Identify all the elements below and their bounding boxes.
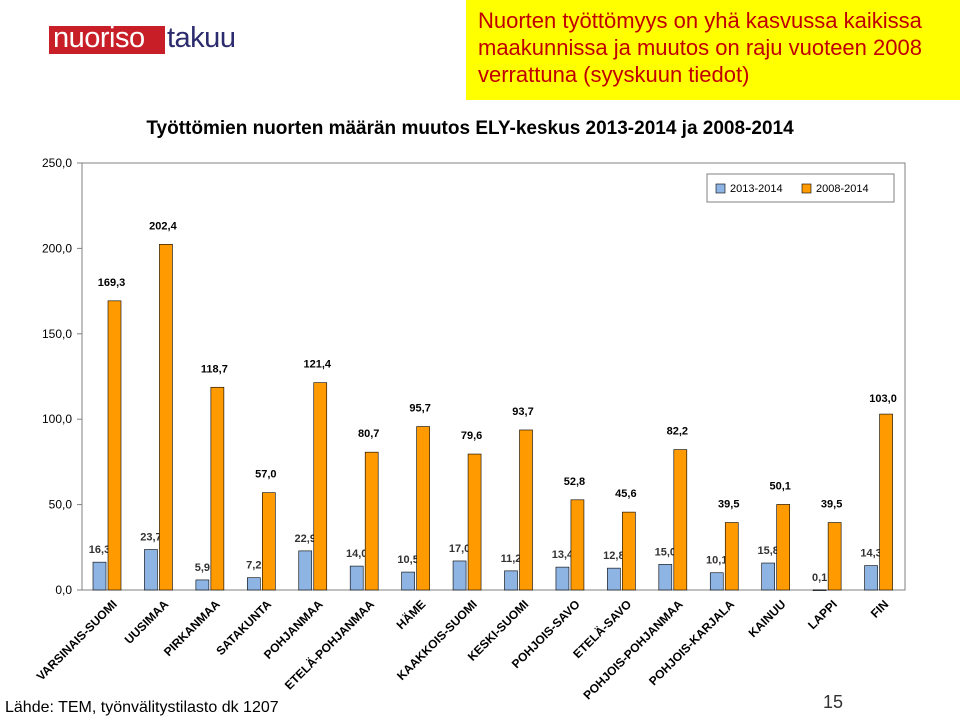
logo-text-takuu: takuu — [167, 22, 236, 54]
bar-2008-2014 — [570, 499, 585, 591]
data-label-2008-2014: 95,7 — [409, 403, 430, 415]
category-label: HÄME — [393, 597, 429, 633]
data-label-2013-2014: 14,0 — [346, 548, 367, 560]
data-label-2013-2014: 12,8 — [603, 550, 624, 562]
bar-2013-2014 — [658, 564, 673, 591]
logo-red-box — [49, 26, 165, 54]
category-label: POHJOIS-POHJANMAA — [581, 597, 686, 702]
bar-2008-2014 — [467, 453, 482, 591]
data-label-2008-2014: 169,3 — [98, 277, 126, 289]
bar-2013-2014 — [504, 570, 518, 591]
chart-title: Työttömien nuorten määrän muutos ELY-kes… — [146, 118, 794, 139]
bar-2013-2014 — [452, 560, 467, 591]
headline-box: Nuorten työttömyys on yhä kasvussa kaiki… — [466, 0, 960, 100]
data-label-2008-2014: 39,5 — [821, 499, 842, 511]
data-label-2008-2014: 52,8 — [564, 476, 585, 488]
bar-2013-2014 — [195, 579, 210, 591]
bar-2013-2014 — [144, 549, 158, 591]
data-label-2008-2014: 93,7 — [512, 406, 533, 418]
bar-2013-2014 — [761, 562, 775, 591]
bar-2008-2014 — [776, 504, 790, 591]
data-label-2008-2014: 39,5 — [718, 499, 739, 511]
data-label-2008-2014: 82,2 — [667, 426, 688, 438]
data-label-2008-2014: 80,7 — [358, 428, 379, 440]
bar-2008-2014 — [879, 413, 893, 591]
data-label-2013-2014: 15,8 — [757, 545, 778, 557]
nuorisotakuu-logo: nuoriso takuu — [49, 22, 249, 62]
bar-2008-2014 — [827, 522, 842, 591]
data-label-2013-2014: 10,1 — [706, 555, 727, 567]
bar-2013-2014 — [555, 566, 570, 591]
bar-2013-2014 — [92, 561, 107, 591]
category-label: LAPPI — [805, 597, 840, 632]
bar-2008-2014 — [416, 426, 430, 591]
bar-2008-2014 — [519, 429, 533, 591]
data-label-2008-2014: 50,1 — [769, 480, 790, 492]
y-tick-label: 150,0 — [42, 327, 72, 341]
data-label-2008-2014: 118,7 — [201, 363, 228, 375]
source-note: Lähde: TEM, työnvälitystilasto dk 1207 — [5, 699, 279, 716]
data-label-2008-2014: 57,0 — [255, 469, 276, 481]
y-tick-label: 50,0 — [49, 498, 73, 512]
category-label: FIN — [868, 597, 892, 621]
data-label-2013-2014: 5,9 — [195, 562, 210, 574]
bar-2013-2014 — [298, 550, 313, 591]
bar-2013-2014 — [401, 571, 415, 591]
bar-2013-2014 — [607, 567, 621, 591]
y-tick-label: 200,0 — [42, 241, 72, 255]
data-label-2013-2014: 23,7 — [140, 532, 161, 544]
category-label: KAINUU — [746, 597, 789, 640]
data-label-2013-2014: 13,4 — [552, 549, 574, 561]
data-label-2013-2014: 22,9 — [295, 533, 316, 545]
data-label-2008-2014: 45,6 — [615, 488, 636, 500]
data-label-2013-2014: 0,1 — [812, 572, 827, 584]
bar-2013-2014 — [812, 589, 827, 591]
page-number: 15 — [822, 692, 844, 712]
data-label-2013-2014: 17,0 — [449, 543, 470, 555]
data-label-2008-2014: 121,4 — [303, 359, 331, 371]
y-tick-label: 250,0 — [42, 156, 72, 170]
legend-swatch — [801, 183, 812, 194]
data-label-2013-2014: 14,3 — [860, 548, 881, 560]
y-tick-label: 0,0 — [55, 583, 72, 597]
legend-swatch — [715, 183, 726, 194]
data-label-2013-2014: 7,2 — [246, 560, 261, 572]
data-label-2008-2014: 202,4 — [149, 220, 177, 232]
data-label-2013-2014: 11,2 — [501, 553, 522, 565]
bar-2013-2014 — [349, 565, 364, 591]
bar-2013-2014 — [709, 572, 724, 591]
logo-text-nuoriso: nuoriso — [53, 22, 145, 54]
category-label: POHJOIS-KARJALA — [646, 597, 737, 688]
category-label: VARSINAIS-SUOMI — [34, 597, 120, 683]
y-tick-label: 100,0 — [42, 412, 72, 426]
data-label-2013-2014: 10,5 — [397, 554, 418, 566]
bar-2008-2014 — [107, 300, 122, 591]
bar-2008-2014 — [262, 492, 276, 591]
legend-box — [706, 173, 895, 203]
bar-2008-2014 — [724, 522, 739, 591]
bar-2013-2014 — [864, 565, 878, 591]
data-label-2008-2014: 79,6 — [461, 430, 482, 442]
category-label: UUSIMAA — [122, 597, 172, 647]
bar-2008-2014 — [313, 382, 328, 591]
plot-area — [81, 162, 906, 591]
data-label-2008-2014: 103,0 — [869, 393, 897, 405]
bar-2013-2014 — [247, 577, 261, 591]
bar-2008-2014 — [364, 451, 379, 591]
bar-2008-2014 — [622, 511, 636, 591]
legend-label: 2008-2014 — [816, 183, 869, 195]
bar-2008-2014 — [210, 386, 225, 591]
bar-2008-2014 — [673, 449, 688, 591]
data-label-2013-2014: 15,0 — [655, 546, 676, 558]
data-label-2013-2014: 16,3 — [89, 544, 110, 556]
bar-2008-2014 — [159, 244, 173, 591]
category-label: ETELÄ-POHJANMAA — [281, 596, 377, 692]
legend-label: 2013-2014 — [730, 183, 783, 195]
